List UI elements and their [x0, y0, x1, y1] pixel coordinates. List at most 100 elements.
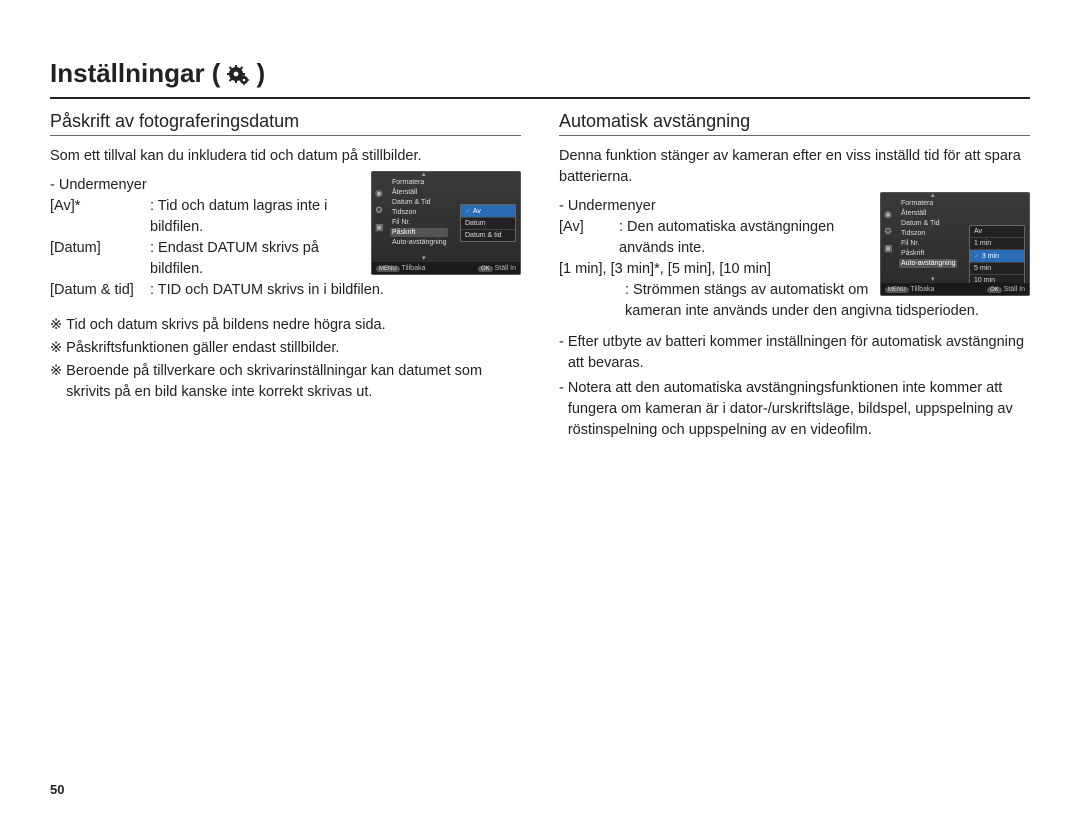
- lcd-option-box: Av1 min✓3 min5 min10 min: [969, 225, 1025, 287]
- lcd-side-icon: ◉: [884, 209, 893, 220]
- note-mark-icon: ※: [50, 338, 62, 359]
- lcd-bottom-left: MENU Tillbaka: [376, 265, 425, 272]
- note-text: Tid och datum skrivs på bildens nedre hö…: [66, 315, 521, 336]
- lcd-menu-item: Återställ: [899, 209, 957, 218]
- note-text: Beroende på tillverkare och skrivarinstä…: [66, 361, 521, 403]
- lcd-menu-item: Datum & Tid: [899, 219, 957, 228]
- note-line: ※Beroende på tillverkare och skrivarinst…: [50, 361, 521, 403]
- lcd-menu-item: Formatera: [390, 178, 448, 187]
- note-line: ※Påskriftsfunktionen gäller endast still…: [50, 338, 521, 359]
- bullet-mark-icon: -: [559, 378, 564, 441]
- right-av-val: : Den automatiska avstängningen används …: [619, 217, 872, 259]
- bullet-line: -Notera att den automatiska avstängnings…: [559, 378, 1030, 441]
- lcd-option: Datum & tid: [461, 229, 515, 241]
- page: Inställningar (: [0, 0, 1080, 815]
- definition-row: [Datum & tid]: TID och DATUM skrivs in i…: [50, 280, 521, 301]
- check-icon: ✓: [974, 253, 980, 260]
- definition-value: : Endast DATUM skrivs på bildfilen.: [150, 238, 363, 280]
- chevron-up-icon: ▴: [422, 170, 426, 178]
- page-title: Inställningar (: [50, 58, 1030, 99]
- title-text-b: ): [256, 58, 265, 89]
- lcd-option-label: Datum & tid: [465, 232, 502, 239]
- lcd-option-label: Av: [473, 208, 481, 215]
- lcd-option: ✓Av: [461, 205, 515, 217]
- lcd-option: ✓3 min: [970, 249, 1024, 262]
- lcd-option-label: 5 min: [974, 265, 991, 272]
- lcd-side-icon: ◉: [375, 188, 384, 199]
- lcd-side-icon: ▣: [375, 222, 384, 233]
- lcd-option-box: ✓Av Datum Datum & tid: [460, 204, 516, 242]
- definition-row: [Datum]: Endast DATUM skrivs på bildfile…: [50, 238, 363, 280]
- left-heading: Påskrift av fotograferingsdatum: [50, 111, 521, 136]
- lcd-badge: OK: [478, 266, 493, 272]
- lcd-menu-item: Tidszon: [899, 229, 957, 238]
- lcd-menu-list: FormateraÅterställDatum & TidTidszonFil …: [899, 199, 957, 268]
- title-text-a: Inställningar (: [50, 58, 220, 89]
- right-camera-lcd: ◉ ⚙ ▣ ▴FormateraÅterställDatum & TidTidszon…: [880, 192, 1030, 296]
- right-bullets: -Efter utbyte av batteri kommer inställn…: [559, 332, 1030, 441]
- lcd-icon-column: ◉ ⚙ ▣: [884, 209, 893, 254]
- right-upper-block: ◉ ⚙ ▣ ▴FormateraÅterställDatum & TidTidszon…: [559, 188, 1030, 322]
- lcd-bottom-left: MENU Tillbaka: [885, 286, 934, 293]
- definition-value: : Tid och datum lagras inte i bildfilen.: [150, 196, 363, 238]
- definition-row: [Av]*: Tid och datum lagras inte i bildf…: [50, 196, 363, 238]
- lcd-bottom-bar: MENU Tillbaka OK Ställ In: [372, 262, 520, 274]
- lcd-bottom-bar: MENU Tillbaka OK Ställ In: [881, 283, 1029, 295]
- lcd-menu-item: Auto-avstängning: [899, 259, 957, 268]
- right-intro: Denna funktion stänger av kameran efter …: [559, 146, 1030, 188]
- bullet-line: -Efter utbyte av batteri kommer inställn…: [559, 332, 1030, 374]
- lcd-menu-item: Fil Nr.: [899, 239, 957, 248]
- lcd-option: 5 min: [970, 262, 1024, 274]
- lcd-menu-item: Tidszon: [390, 208, 448, 217]
- lcd-menu-item: Återställ: [390, 188, 448, 197]
- left-column: Påskrift av fotograferingsdatum Som ett …: [50, 111, 521, 441]
- lcd-badge: MENU: [376, 266, 400, 272]
- right-av-key: [Av]: [559, 217, 619, 259]
- lcd-option-label: 1 min: [974, 240, 991, 247]
- left-notes: ※Tid och datum skrivs på bildens nedre h…: [50, 315, 521, 403]
- lcd-menu-item: Formatera: [899, 199, 957, 208]
- chevron-up-icon: ▴: [931, 191, 935, 199]
- right-heading: Automatisk avstängning: [559, 111, 1030, 136]
- lcd-menu-list: FormateraÅterställDatum & TidTidszonFil …: [390, 178, 448, 247]
- left-intro: Som ett tillval kan du inkludera tid och…: [50, 146, 521, 167]
- right-column: Automatisk avstängning Denna funktion st…: [559, 111, 1030, 441]
- definition-key: [Av]*: [50, 196, 150, 238]
- lcd-menu-item: Påskrift: [390, 228, 448, 237]
- lcd-side-icon: ▣: [884, 243, 893, 254]
- lcd-menu-item: Auto-avstängning: [390, 238, 448, 247]
- definition-key: [Datum & tid]: [50, 280, 150, 301]
- note-text: Påskriftsfunktionen gäller endast stillb…: [66, 338, 521, 359]
- lcd-option: 1 min: [970, 237, 1024, 249]
- lcd-badge: OK: [987, 287, 1002, 293]
- note-line: ※Tid och datum skrivs på bildens nedre h…: [50, 315, 521, 336]
- check-icon: ✓: [465, 208, 471, 215]
- bullet-text: Notera att den automatiska avstängningsf…: [568, 378, 1030, 441]
- lcd-menu-item: Fil Nr.: [390, 218, 448, 227]
- lcd-icon-column: ◉ ⚙ ▣: [375, 188, 384, 233]
- lcd-menu-item: Påskrift: [899, 249, 957, 258]
- definition-key: [Datum]: [50, 238, 150, 280]
- lcd-option-label: Av: [974, 228, 982, 235]
- left-camera-lcd: ◉ ⚙ ▣ ▴FormateraÅterställDatum & TidTidszon…: [371, 171, 521, 275]
- note-mark-icon: ※: [50, 315, 62, 336]
- lcd-option-label: Datum: [465, 220, 486, 227]
- bullet-mark-icon: -: [559, 332, 564, 374]
- lcd-badge: MENU: [885, 287, 909, 293]
- lcd-option: Datum: [461, 217, 515, 229]
- lcd-option-label: 3 min: [982, 253, 999, 260]
- lcd-bottom-right: OK Ställ In: [987, 286, 1025, 293]
- note-mark-icon: ※: [50, 361, 62, 403]
- lcd-bottom-right: OK Ställ In: [478, 265, 516, 272]
- bullet-text: Efter utbyte av batteri kommer inställni…: [568, 332, 1030, 374]
- gear-icon: [226, 62, 250, 86]
- lcd-side-icon: ⚙: [884, 226, 893, 237]
- chevron-down-icon: ▾: [931, 275, 935, 283]
- lcd-side-icon: ⚙: [375, 205, 384, 216]
- lcd-option: Av: [970, 226, 1024, 237]
- definition-value: : TID och DATUM skrivs in i bildfilen.: [150, 280, 521, 301]
- content-columns: Påskrift av fotograferingsdatum Som ett …: [50, 111, 1030, 441]
- lcd-menu-item: Datum & Tid: [390, 198, 448, 207]
- page-number: 50: [50, 782, 64, 797]
- chevron-down-icon: ▾: [422, 254, 426, 262]
